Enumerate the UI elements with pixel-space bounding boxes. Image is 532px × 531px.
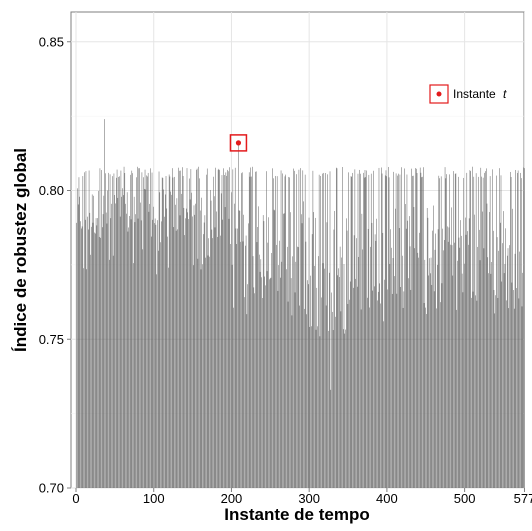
x-tick-label: 0 [72,491,79,506]
x-ticks: 0 100 200 300 400 500 577 [72,488,532,506]
x-tick-label: 300 [298,491,320,506]
x-axis-title: Instante de tempo [224,505,369,524]
legend-key-point [437,92,442,97]
y-tick-label: 0.85 [39,34,64,49]
x-tick-label: 400 [376,491,398,506]
legend-label-prefix: Instante [453,87,496,101]
y-ticks: 0.70 0.75 0.80 0.85 [39,34,71,495]
legend-label: Instante t [453,87,507,101]
x-tick-label: 200 [221,491,243,506]
highlight-point [236,140,241,145]
x-tick-label: 500 [454,491,476,506]
legend: Instante t [430,85,507,103]
x-tick-label: 100 [143,491,165,506]
y-tick-label: 0.70 [39,481,64,496]
y-tick-label: 0.80 [39,183,64,198]
y-tick-label: 0.75 [39,332,64,347]
y-axis-title: Índice de robustez global [11,148,30,352]
x-tick-label: 577 [514,491,532,506]
